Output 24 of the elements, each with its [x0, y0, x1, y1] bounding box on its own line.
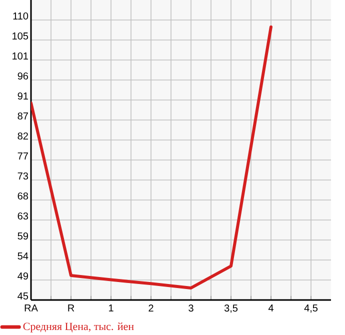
- y-tick-label: 54: [18, 252, 28, 260]
- y-tick-label: 91: [18, 92, 28, 100]
- y-tick-label: 77: [18, 152, 28, 160]
- x-tick-label: 3: [188, 304, 194, 312]
- y-tick-label: 68: [18, 192, 28, 200]
- y-tick-label: 101: [12, 52, 28, 60]
- y-tick-label: 45: [18, 292, 28, 300]
- x-tick-label: 4: [268, 304, 274, 312]
- y-tick-label: 96: [18, 72, 28, 80]
- y-tick-label: 59: [18, 232, 28, 240]
- x-tick-label: 2: [148, 304, 154, 312]
- x-tick-label: 1: [108, 304, 114, 312]
- y-tick-label: 87: [18, 112, 28, 120]
- y-tick-label: 73: [18, 172, 28, 180]
- x-tick-label: RA: [24, 304, 38, 312]
- y-tick-label: 110: [13, 12, 28, 20]
- legend-label: Средняя Цена, тыс. йен: [23, 322, 134, 332]
- y-tick-label: 63: [18, 212, 28, 220]
- x-tick-label: R: [68, 304, 74, 312]
- y-tick-label: 49: [18, 272, 28, 280]
- x-tick-label: 3,5: [224, 304, 238, 313]
- y-tick-label: 82: [18, 132, 28, 140]
- y-tick-label: 105: [12, 32, 28, 40]
- x-tick-label: 4,5: [304, 304, 318, 313]
